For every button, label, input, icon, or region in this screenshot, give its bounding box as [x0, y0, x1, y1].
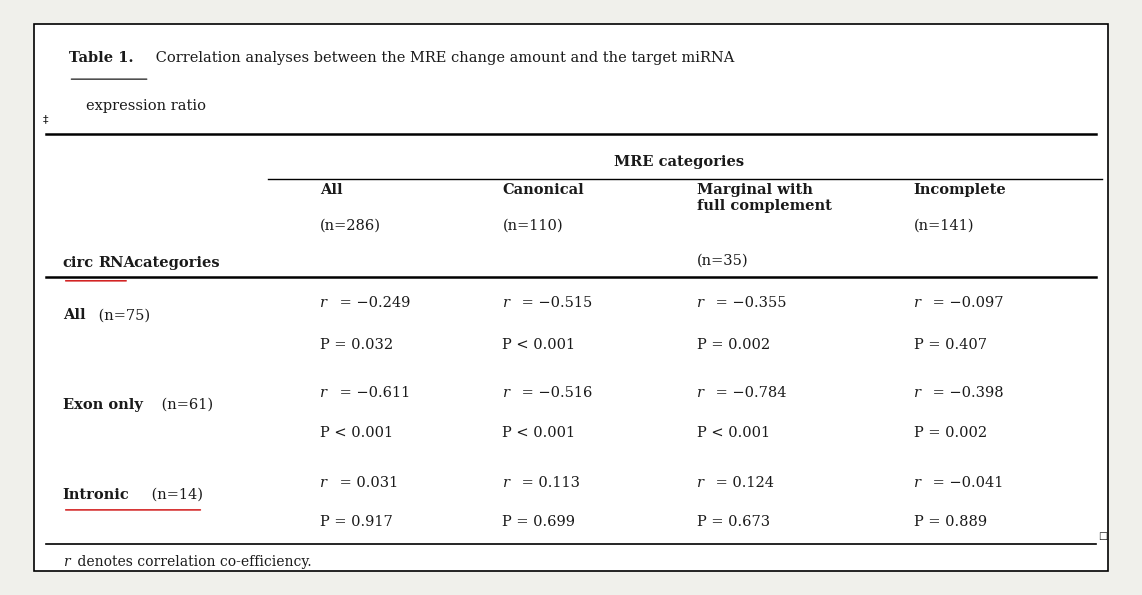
Text: = −0.784: = −0.784	[711, 386, 787, 400]
Text: ‡: ‡	[43, 114, 48, 124]
Text: Canonical: Canonical	[502, 183, 585, 198]
Text: = −0.611: = −0.611	[335, 386, 410, 400]
Text: r: r	[502, 296, 509, 311]
Text: r: r	[320, 296, 327, 311]
Text: r: r	[502, 476, 509, 490]
Text: (n=75): (n=75)	[95, 308, 151, 322]
Text: r: r	[914, 386, 920, 400]
Text: Incomplete: Incomplete	[914, 183, 1006, 198]
Text: Exon only: Exon only	[63, 397, 143, 412]
Text: P < 0.001: P < 0.001	[697, 426, 770, 440]
Text: MRE categories: MRE categories	[614, 155, 745, 169]
Text: (n=61): (n=61)	[158, 397, 214, 412]
Text: P = 0.407: P = 0.407	[914, 338, 987, 352]
Text: (n=286): (n=286)	[320, 219, 380, 233]
FancyBboxPatch shape	[34, 24, 1108, 571]
Text: = 0.124: = 0.124	[711, 476, 774, 490]
Text: (n=35): (n=35)	[697, 253, 748, 268]
Text: = −0.515: = −0.515	[517, 296, 593, 311]
Text: denotes correlation co-efficiency.: denotes correlation co-efficiency.	[73, 555, 312, 569]
Text: = −0.516: = −0.516	[517, 386, 593, 400]
Text: (n=110): (n=110)	[502, 219, 563, 233]
Text: P = 0.002: P = 0.002	[914, 426, 987, 440]
Text: P = 0.032: P = 0.032	[320, 338, 393, 352]
Text: P = 0.699: P = 0.699	[502, 515, 576, 530]
Text: r: r	[63, 555, 70, 569]
Text: Marginal with
full complement: Marginal with full complement	[697, 183, 831, 214]
Text: P < 0.001: P < 0.001	[502, 338, 576, 352]
Text: RNA: RNA	[98, 256, 135, 270]
Text: All: All	[320, 183, 343, 198]
Text: r: r	[320, 476, 327, 490]
Text: r: r	[914, 296, 920, 311]
Text: = 0.113: = 0.113	[517, 476, 580, 490]
Text: expression ratio: expression ratio	[86, 99, 206, 114]
Text: = −0.398: = −0.398	[928, 386, 1004, 400]
Text: circ: circ	[63, 256, 94, 270]
Text: r: r	[697, 476, 703, 490]
Text: All: All	[63, 308, 86, 322]
Text: = −0.355: = −0.355	[711, 296, 787, 311]
Text: Correlation analyses between the MRE change amount and the target miRNA: Correlation analyses between the MRE cha…	[151, 51, 734, 65]
Text: r: r	[697, 296, 703, 311]
Text: Intronic: Intronic	[63, 488, 129, 502]
Text: categories: categories	[129, 256, 219, 270]
Text: r: r	[697, 386, 703, 400]
Text: r: r	[914, 476, 920, 490]
Text: = 0.031: = 0.031	[335, 476, 397, 490]
Text: = −0.249: = −0.249	[335, 296, 410, 311]
Text: = −0.097: = −0.097	[928, 296, 1004, 311]
Text: P < 0.001: P < 0.001	[502, 426, 576, 440]
Text: (n=141): (n=141)	[914, 219, 974, 233]
Text: r: r	[502, 386, 509, 400]
Text: P = 0.002: P = 0.002	[697, 338, 770, 352]
Text: P = 0.889: P = 0.889	[914, 515, 987, 530]
Text: r: r	[320, 386, 327, 400]
Text: □: □	[1099, 531, 1108, 541]
Text: P = 0.673: P = 0.673	[697, 515, 770, 530]
Text: P = 0.917: P = 0.917	[320, 515, 393, 530]
Text: (n=14): (n=14)	[147, 488, 203, 502]
Text: Table 1.: Table 1.	[69, 51, 132, 65]
Text: P < 0.001: P < 0.001	[320, 426, 393, 440]
Text: = −0.041: = −0.041	[928, 476, 1004, 490]
